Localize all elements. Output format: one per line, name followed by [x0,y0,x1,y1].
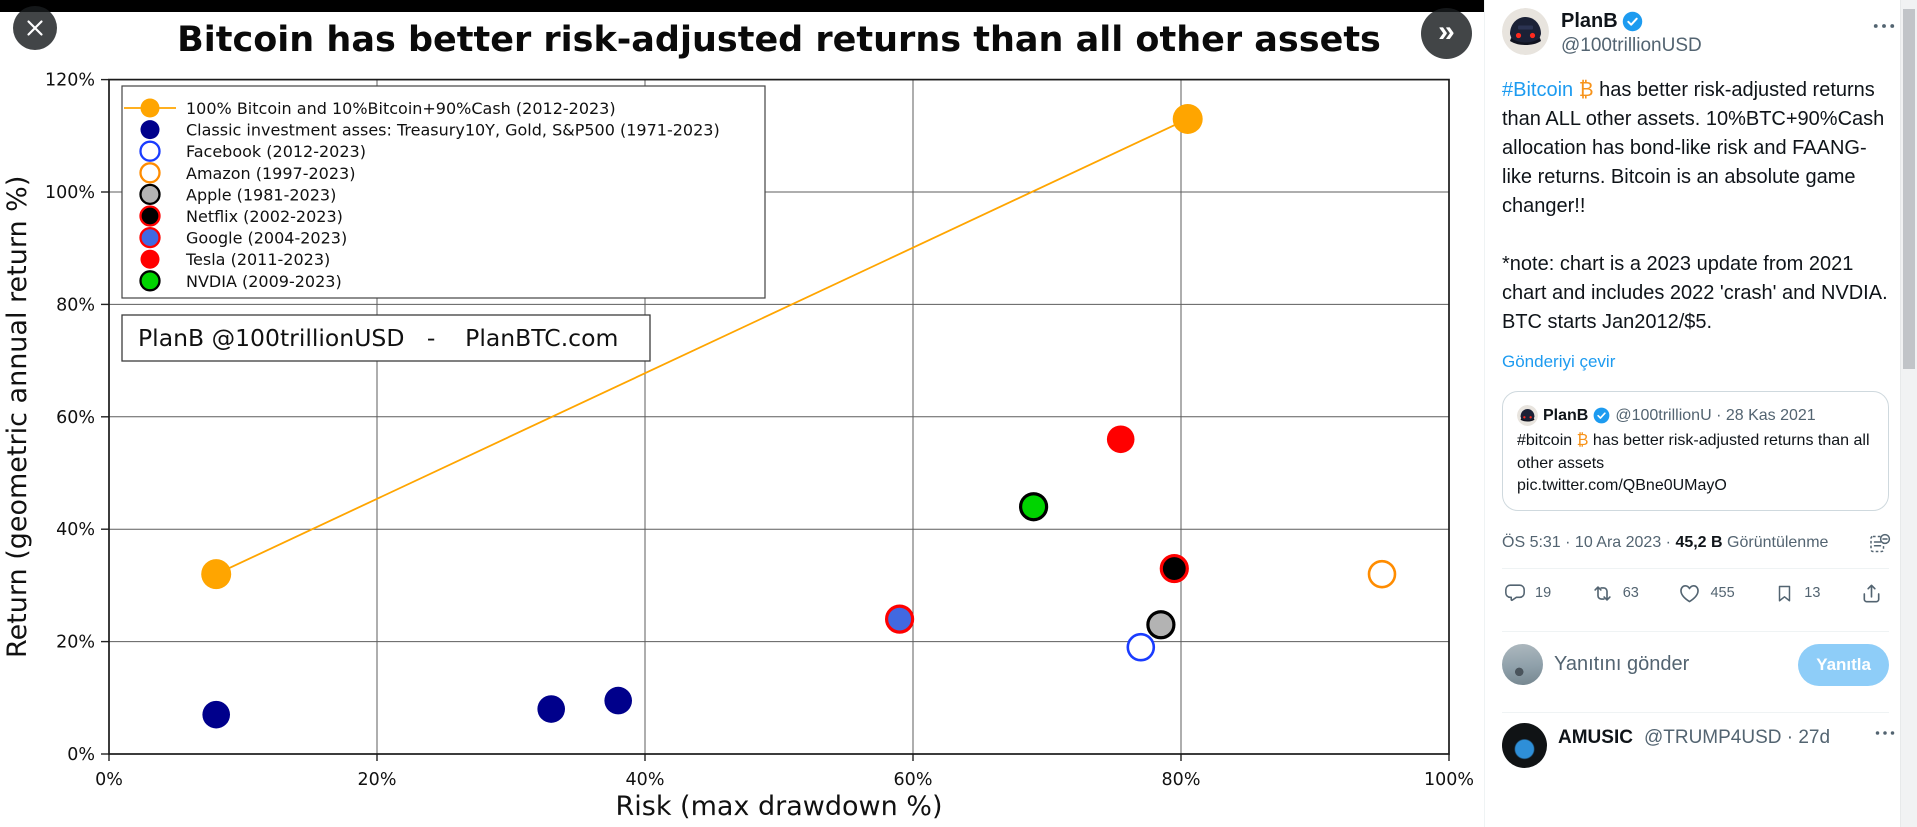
svg-text:60%: 60% [56,408,95,428]
image-viewer: 0% 20% 40% 60% 80% 100% 0% 20% 40% 60% 80% 100% 120%… [0,0,1484,827]
views-count: 45,2 B [1675,533,1723,551]
ellipsis-icon [1873,24,1895,28]
close-icon [27,20,43,36]
quoted-tweet-text: #bitcoin ₿ has better risk-adjusted retu… [1517,429,1874,498]
tweet-header: PlanB @100trillionUSD [1502,8,1895,57]
next-image-button[interactable]: » [1421,8,1472,59]
reply-count: 19 [1535,585,1552,601]
svg-text:20%: 20% [56,633,95,653]
bitcoin-symbol-icon: ₿ [1578,77,1594,101]
svg-text:80%: 80% [1162,770,1201,790]
svg-text:Return (geometric annual retur: Return (geometric annual return %) [2,176,33,658]
svg-text:100%: 100% [45,183,95,203]
verified-badge-icon [1622,11,1642,32]
svg-text:40%: 40% [56,520,95,540]
ellipsis-icon [1875,730,1895,735]
divider [1502,630,1889,632]
svg-text:40%: 40% [626,770,665,790]
svg-text:Apple (1981-2023): Apple (1981-2023) [186,185,336,204]
quoted-hashtag: #bitcoin [1517,432,1573,449]
svg-text:Netflix (2002-2023): Netflix (2002-2023) [186,207,343,226]
svg-text:20%: 20% [358,770,397,790]
svg-text:Amazon (1997-2023): Amazon (1997-2023) [186,164,355,183]
svg-text:0%: 0% [95,770,123,790]
reply-action[interactable]: 19 [1504,582,1551,604]
quoted-text-rest: has better risk-adjusted returns than al… [1517,432,1870,472]
svg-text:Facebook (2012-2023): Facebook (2012-2023) [186,142,366,161]
heart-icon [1680,584,1700,602]
divider [1502,567,1889,569]
share-action[interactable] [1860,582,1883,605]
quoted-bitcoin-symbol-icon: ₿ [1576,430,1589,449]
svg-text:Risk (max drawdown %): Risk (max drawdown %) [616,791,943,822]
translate-post-link[interactable]: Gönderiyi çevir [1502,352,1616,371]
reply-compose-row: Yanıtını gönder Yanıtla [1502,632,1889,699]
timestamp: ÖS 5:31 · 10 Ara 2023 · [1502,533,1676,551]
quoted-author-avatar [1517,405,1538,426]
author-handle[interactable]: @100trillionUSD [1561,35,1702,56]
reply-submit-button[interactable]: Yanıtla [1798,643,1889,686]
svg-text:Tesla (2011-2023): Tesla (2011-2023) [185,250,330,269]
more-button[interactable] [1873,16,1895,34]
quoted-author-name: PlanB [1543,406,1589,424]
svg-text:NVDIA (2009-2023): NVDIA (2009-2023) [186,272,342,291]
lightbox-top-strip [0,0,1484,12]
quoted-tweet-header: PlanB @100trillionU · 28 Kas 2021 [1517,405,1874,426]
svg-text:PlanB @100trillionUSD - P: PlanB @100trillionUSD - PlanBTC.com [138,324,618,352]
repost-action[interactable]: 63 [1591,582,1639,605]
quoted-verified-badge-icon [1593,407,1610,424]
divider [1502,711,1889,713]
tweet-text-note: *note: chart is a 2023 update from 2021 … [1502,253,1888,333]
views-label: Görüntülenme [1722,533,1829,551]
reply-bubble-icon [1505,584,1525,602]
author-avatar[interactable] [1502,8,1549,55]
next-post-handle-date: @TRUMP4USD · 27d [1643,726,1831,748]
svg-text:100% Bitcoin and 10%Bitcoin+90: 100% Bitcoin and 10%Bitcoin+90%Cash (201… [186,99,616,118]
svg-text:0%: 0% [67,745,95,765]
bookmark-action[interactable]: 13 [1774,583,1820,604]
svg-text:Google (2004-2023): Google (2004-2023) [186,229,347,248]
repost-count: 63 [1622,585,1639,601]
repost-icon [1594,585,1611,601]
svg-text:80%: 80% [56,295,95,315]
scrollbar-thumb[interactable] [1903,9,1915,369]
bookmark-icon [1779,585,1791,602]
next-post-name: AMUSIC [1558,726,1633,748]
next-post-row[interactable]: AMUSIC @TRUMP4USD · 27d [1502,713,1895,768]
tweet-meta: ÖS 5:31 · 10 Ara 2023 · 45,2 B Görüntüle… [1502,531,1891,555]
quoted-pic-link: pic.twitter.com/QBne0UMayO [1517,477,1727,494]
svg-text:100%: 100% [1424,770,1474,790]
close-button[interactable] [13,6,57,50]
svg-text:120%: 120% [45,71,95,91]
svg-text:60%: 60% [894,770,933,790]
reply-input[interactable]: Yanıtını gönder [1554,653,1690,675]
next-post-more-button[interactable] [1875,723,1895,741]
hashtag-bitcoin-link[interactable]: #Bitcoin [1502,79,1574,101]
tweet-text-main: has better risk-adjusted returns than AL… [1502,79,1885,217]
tweet-detail-panel: PlanB @100trillionUSD #Bitcoin ₿ has bet… [1484,0,1917,827]
quoted-author-handle-date: @100trillionU · 28 Kas 2021 [1615,406,1816,424]
like-count: 455 [1710,585,1735,601]
scrollbar[interactable] [1900,0,1917,827]
chart-image[interactable]: 0% 20% 40% 60% 80% 100% 0% 20% 40% 60% 80% 100% 120%… [0,12,1484,827]
quoted-tweet-card[interactable]: PlanB @100trillionU · 28 Kas 2021 #bitco… [1502,391,1889,511]
bookmark-count: 13 [1804,585,1821,601]
analytics-icon[interactable] [1868,532,1891,563]
svg-text:Bitcoin has better risk-adjust: Bitcoin has better risk-adjusted returns… [177,20,1381,60]
planb-cap-avatar-image [1502,8,1549,55]
author-name[interactable]: PlanB [1561,10,1618,32]
share-icon [1863,584,1880,602]
current-user-avatar [1502,644,1543,685]
tweet-text: #Bitcoin ₿ has better risk-adjusted retu… [1502,75,1889,376]
next-post-avatar[interactable] [1502,722,1547,768]
action-bar: 19 63 455 13 [1502,569,1889,618]
like-action[interactable]: 455 [1678,582,1735,605]
svg-text:Classic investment asses: Trea: Classic investment asses: Treasury10Y, G… [186,121,720,140]
chevrons-right-icon: » [1438,14,1455,48]
